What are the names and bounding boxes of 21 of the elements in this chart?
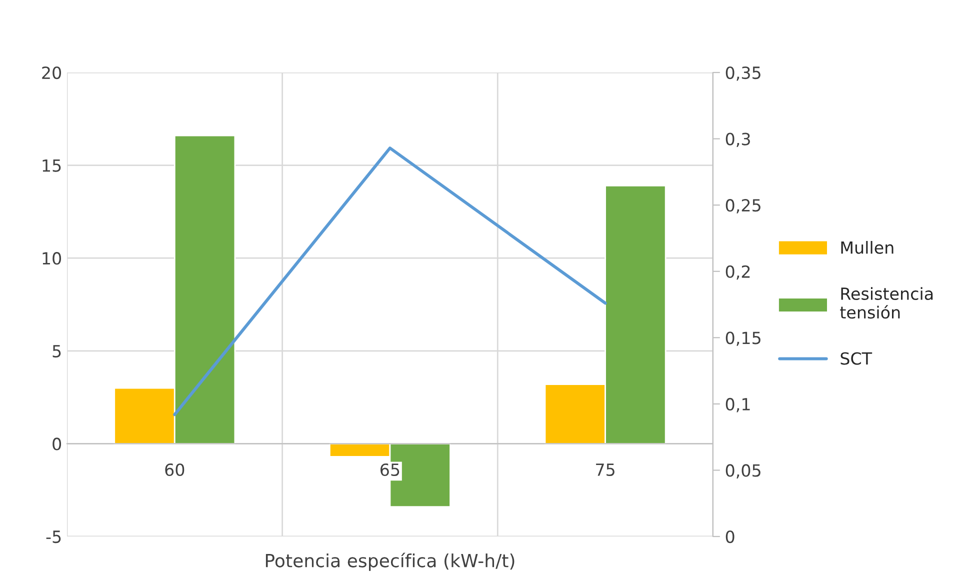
y2-tick-label: 0,15 (726, 332, 760, 346)
y-tick-label: 5 (52, 345, 61, 358)
x-axis-title: Potencia específica (kW-h/t) (266, 552, 514, 571)
y2-tick-label: 0,05 (726, 464, 760, 478)
x-tick-label: 65 (380, 463, 400, 476)
legend-label: Resistencia tensión (840, 287, 933, 319)
legend-label: SCT (840, 352, 872, 365)
y2-tick-label: 0 (726, 530, 734, 544)
x-tick-label: 75 (596, 464, 614, 476)
y-tick-label: 10 (42, 252, 62, 265)
y2-tick-label: 0,25 (726, 199, 760, 214)
y2-tick-label: 0,3 (726, 132, 750, 148)
y2-tick-label: 0,35 (726, 66, 760, 81)
y-tick-label: 15 (42, 159, 61, 172)
legend-label: Mullen (841, 240, 894, 254)
x-tick-label: 60 (165, 463, 184, 476)
y-tick-label: -5 (46, 530, 61, 544)
y2-tick-label: 0,1 (726, 398, 750, 412)
y2-tick-label: 0,2 (726, 265, 750, 280)
y-tick-label: 0 (52, 438, 62, 450)
y-tick-label: 20 (42, 66, 62, 80)
